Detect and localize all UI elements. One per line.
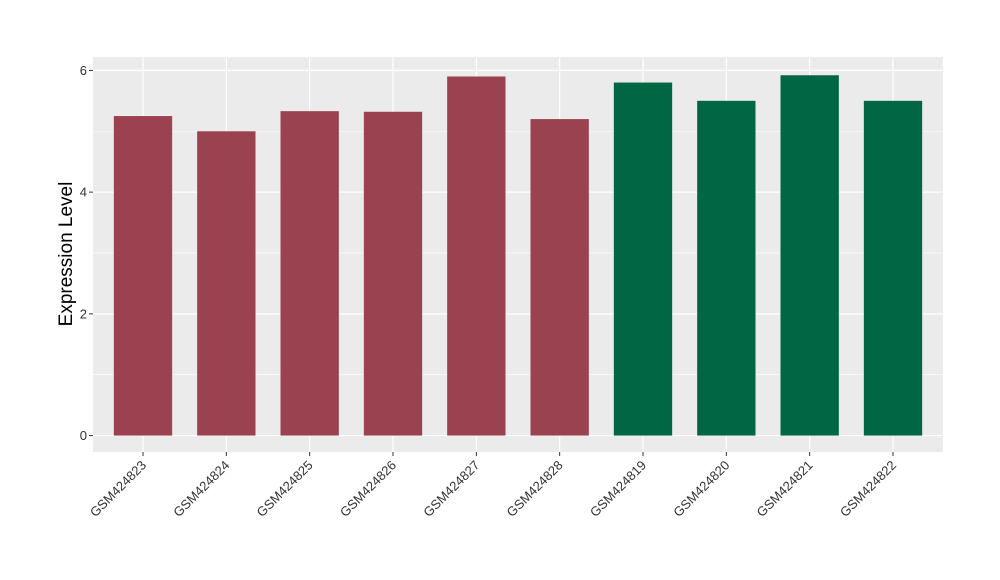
x-tick-label: GSM424827 bbox=[420, 458, 482, 520]
y-axis: 0 2 4 6 bbox=[80, 63, 93, 443]
x-tick-label: GSM424825 bbox=[254, 458, 316, 520]
bar bbox=[613, 82, 673, 436]
x-tick-label: GSM424824 bbox=[170, 458, 232, 520]
bar bbox=[863, 100, 923, 436]
y-tick-label: 0 bbox=[80, 428, 87, 443]
bar bbox=[363, 111, 423, 436]
x-tick-label: GSM424826 bbox=[337, 458, 399, 520]
x-tick-label: GSM424823 bbox=[87, 458, 149, 520]
bar bbox=[113, 116, 173, 436]
x-tick-label: GSM424828 bbox=[504, 458, 566, 520]
y-tick-label: 2 bbox=[80, 306, 87, 321]
x-tick-label: GSM424819 bbox=[587, 458, 649, 520]
x-tick-label: GSM424820 bbox=[670, 458, 732, 520]
bar bbox=[197, 131, 256, 436]
bar bbox=[780, 75, 839, 436]
x-tick-label: GSM424821 bbox=[754, 458, 816, 520]
y-axis-title: Expression Level bbox=[56, 182, 77, 327]
bar bbox=[447, 76, 506, 436]
bars bbox=[113, 75, 923, 436]
y-tick-label: 4 bbox=[80, 185, 87, 200]
bar bbox=[530, 119, 589, 436]
bar bbox=[280, 111, 339, 436]
y-tick-label: 6 bbox=[80, 63, 87, 78]
x-tick-label: GSM424822 bbox=[837, 458, 899, 520]
x-axis: GSM424823 GSM424824 GSM424825 GSM424826 GSM4… bbox=[87, 452, 899, 520]
bar bbox=[697, 100, 756, 436]
